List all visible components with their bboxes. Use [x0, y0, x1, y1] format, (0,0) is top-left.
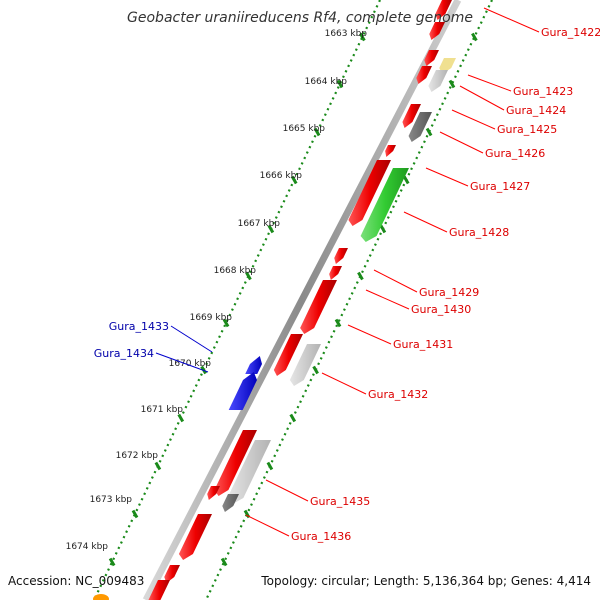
gene-gura-1434[interactable] — [228, 372, 257, 410]
inner-tick — [471, 32, 478, 42]
inner-tick — [402, 175, 410, 185]
pseudo-gura-1432[interactable] — [289, 344, 321, 386]
gene-label-gura-1429[interactable]: Gura_1429 — [419, 286, 479, 299]
ruler-tick — [177, 413, 185, 423]
gene-gura-1422[interactable] — [435, 0, 452, 20]
gene-small-d[interactable] — [207, 486, 220, 500]
gene-gura-1436[interactable] — [178, 514, 212, 560]
ruler-label: 1672 kbp — [116, 451, 159, 461]
gene-label-gura-1433[interactable]: Gura_1433 — [109, 320, 169, 333]
map-title: Geobacter uraniireducens Rf4, complete g… — [127, 10, 473, 26]
leader-line — [265, 479, 309, 502]
gene-gura-1426[interactable] — [402, 104, 421, 128]
gene-label-gura-1436[interactable]: Gura_1436 — [291, 530, 351, 543]
ruler-label: 1673 kbp — [90, 495, 133, 505]
leader-line — [459, 85, 505, 111]
leader-line — [347, 324, 392, 345]
ruler-label: 1674 kbp — [66, 542, 109, 552]
gene-small-e[interactable] — [164, 565, 180, 583]
leader-line — [321, 372, 367, 395]
ruler-label: 1668 kbp — [214, 266, 257, 276]
ruler-tick — [245, 271, 252, 281]
ruler-tick — [154, 461, 162, 471]
leader-line — [483, 7, 540, 33]
ruler-tick — [313, 127, 321, 137]
ruler-tick — [290, 175, 298, 185]
gene-label-gura-1425[interactable]: Gura_1425 — [497, 123, 557, 136]
gene-label-gura-1426[interactable]: Gura_1426 — [485, 147, 545, 160]
ruler-label: 1665 kbp — [283, 124, 326, 134]
inner-tick — [220, 557, 228, 567]
inner-tick — [289, 413, 297, 423]
leader-line — [451, 109, 496, 130]
feature-dark-b[interactable] — [222, 494, 239, 512]
ruler-label: 1671 kbp — [141, 405, 184, 415]
leader-line — [155, 352, 209, 373]
rna-gura-1428[interactable] — [360, 168, 409, 242]
inner-tick — [425, 127, 433, 137]
ruler-tick — [336, 79, 344, 89]
inner-tick — [448, 79, 456, 89]
leader-line — [170, 325, 213, 353]
gene-gura-1424b[interactable] — [416, 66, 432, 84]
ruler-label: 1669 kbp — [190, 313, 233, 323]
ruler-tick — [131, 509, 139, 519]
gene-label-gura-1427[interactable]: Gura_1427 — [470, 180, 530, 193]
gene-gura-1431[interactable] — [273, 334, 303, 376]
ruler-tick — [267, 224, 275, 234]
leader-line — [403, 211, 448, 233]
inner-tick — [312, 365, 319, 375]
ruler-tick — [359, 32, 366, 42]
ruler-tick — [222, 318, 230, 328]
gene-gura-1424[interactable] — [424, 50, 439, 66]
inner-tick — [266, 461, 274, 471]
ruler-tick — [108, 557, 116, 567]
ruler-label: 1666 kbp — [260, 171, 303, 181]
ruler-label: 1667 kbp — [238, 219, 281, 229]
leader-line — [439, 131, 484, 154]
leader-line — [373, 269, 418, 293]
gene-small-c[interactable] — [329, 266, 342, 280]
gene-gura-1434-fwd[interactable] — [214, 430, 257, 496]
gene-label-gura-1422[interactable]: Gura_1422 — [541, 26, 600, 39]
gene-small-a[interactable] — [385, 145, 396, 157]
gene-label-gura-1434[interactable]: Gura_1434 — [94, 347, 154, 360]
gene-label-gura-1428[interactable]: Gura_1428 — [449, 226, 509, 239]
gene-small-b[interactable] — [334, 248, 348, 264]
leader-line — [245, 514, 290, 537]
ruler-label: 1664 kbp — [305, 77, 348, 87]
ruler-label: 1663 kbp — [325, 29, 368, 39]
leader-line — [467, 74, 512, 92]
genome-backbone — [142, 0, 462, 600]
gene-label-gura-1432[interactable]: Gura_1432 — [368, 388, 428, 401]
feature-gray-a[interactable] — [428, 70, 448, 92]
gene-gura-1430[interactable] — [300, 280, 337, 334]
gene-gura-1423[interactable] — [429, 22, 445, 40]
gene-label-gura-1430[interactable]: Gura_1430 — [411, 303, 471, 316]
gene-gura-1427[interactable] — [348, 160, 391, 226]
topology-summary: Topology: circular; Length: 5,136,364 bp… — [261, 574, 591, 588]
inner-tick-guide — [205, 0, 493, 600]
inner-tick — [379, 224, 387, 234]
gene-small-f[interactable] — [148, 580, 170, 600]
gene-gura-1433[interactable] — [245, 356, 262, 374]
gene-label-gura-1423[interactable]: Gura_1423 — [513, 85, 573, 98]
feature-dark-a[interactable] — [408, 112, 432, 142]
accession-label: Accession: NC_009483 — [8, 574, 145, 588]
leader-line — [425, 167, 469, 187]
gene-label-gura-1435[interactable]: Gura_1435 — [310, 495, 370, 508]
orange-feature[interactable] — [93, 594, 109, 600]
inner-tick — [334, 318, 342, 328]
leader-line — [365, 289, 410, 310]
ruler-label: 1670 kbp — [169, 359, 212, 369]
gene-label-gura-1424[interactable]: Gura_1424 — [506, 104, 566, 117]
pseudo-gura-1435[interactable] — [227, 440, 271, 504]
inner-tick — [357, 271, 364, 281]
gene-label-gura-1431[interactable]: Gura_1431 — [393, 338, 453, 351]
outer-tick-guide — [93, 0, 381, 600]
